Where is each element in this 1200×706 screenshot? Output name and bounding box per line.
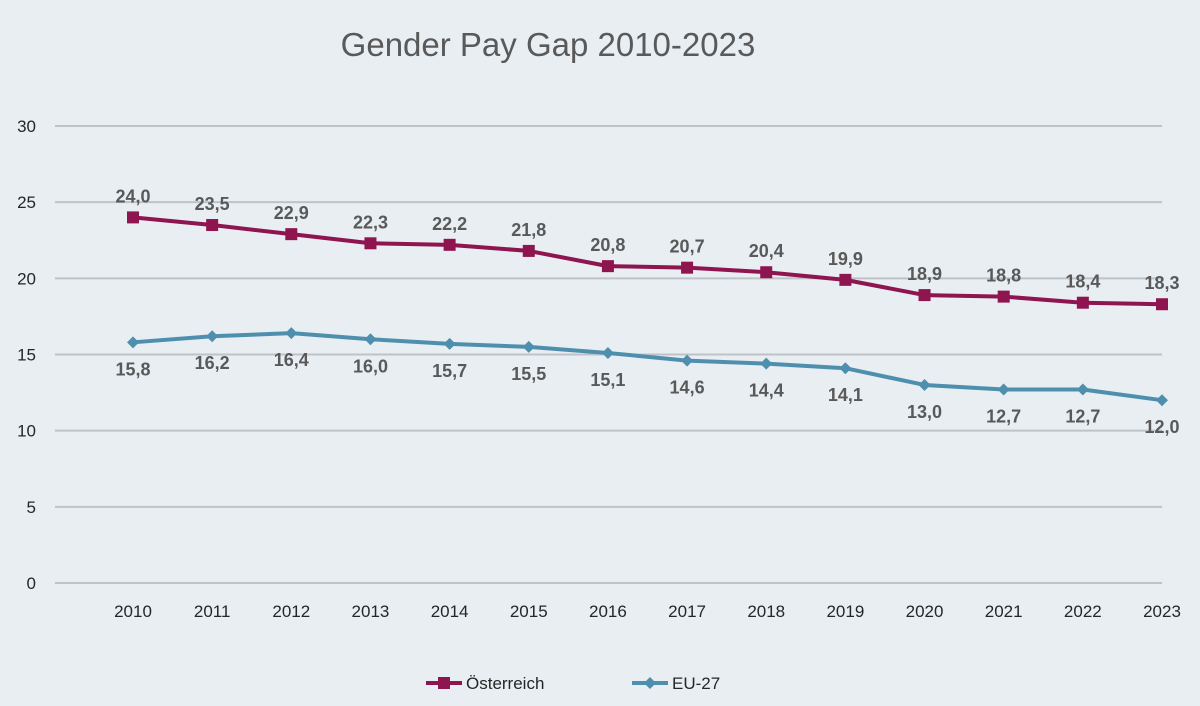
series-oesterreich bbox=[127, 211, 1168, 311]
series-eu27 bbox=[127, 327, 1168, 407]
data-label-eu27: 16,0 bbox=[353, 356, 388, 376]
data-label-oesterreich: 24,0 bbox=[115, 186, 150, 206]
data-point-oesterreich bbox=[839, 273, 852, 286]
x-axis-tick-labels: 2010 2011 2012 2013 2014 2015 2016 2017 2018 2019… bbox=[114, 602, 1181, 621]
data-point-oesterreich bbox=[522, 244, 535, 257]
data-label-eu27: 15,1 bbox=[590, 370, 625, 390]
y-tick-label: 10 bbox=[17, 422, 36, 441]
x-tick-label: 2011 bbox=[194, 602, 231, 621]
y-tick-label: 20 bbox=[17, 269, 36, 288]
data-point-oesterreich bbox=[1076, 296, 1089, 309]
y-tick-label: 25 bbox=[17, 193, 36, 212]
data-label-eu27: 12,0 bbox=[1144, 417, 1179, 437]
legend: Österreich EU-27 bbox=[426, 674, 720, 693]
x-tick-label: 2017 bbox=[668, 602, 706, 621]
data-point-oesterreich bbox=[127, 211, 139, 224]
data-label-eu27: 12,7 bbox=[986, 407, 1021, 427]
data-label-oesterreich: 18,8 bbox=[986, 266, 1021, 286]
data-point-eu27 bbox=[443, 337, 456, 350]
data-point-eu27 bbox=[1156, 394, 1168, 407]
data-point-oesterreich bbox=[443, 238, 456, 251]
data-label-oesterreich: 20,8 bbox=[590, 235, 625, 255]
data-point-oesterreich bbox=[285, 228, 298, 241]
x-tick-label: 2010 bbox=[114, 602, 152, 621]
gridlines bbox=[55, 125, 1162, 584]
y-tick-label: 30 bbox=[17, 117, 36, 136]
series-lines bbox=[127, 211, 1168, 407]
data-label-eu27: 16,4 bbox=[274, 350, 309, 370]
data-point-eu27 bbox=[127, 336, 139, 349]
legend-label-eu27: EU-27 bbox=[672, 674, 720, 693]
data-label-oesterreich: 18,4 bbox=[1065, 272, 1100, 292]
x-tick-label: 2016 bbox=[589, 602, 627, 621]
data-label-oesterreich: 19,9 bbox=[828, 249, 863, 269]
y-tick-label: 0 bbox=[27, 574, 36, 593]
data-point-oesterreich bbox=[760, 266, 773, 279]
y-tick-label: 15 bbox=[17, 346, 36, 365]
data-labels: 24,0 23,5 22,9 22,3 22,2 21,8 20,8 20,7 20,4 19,9… bbox=[115, 186, 1179, 437]
data-point-eu27 bbox=[681, 354, 694, 367]
data-point-eu27 bbox=[601, 346, 614, 359]
data-label-oesterreich: 20,4 bbox=[749, 241, 784, 261]
chart-title: Gender Pay Gap 2010-2023 bbox=[341, 26, 756, 63]
legend-item-oesterreich: Österreich bbox=[426, 674, 544, 693]
data-point-eu27 bbox=[760, 357, 773, 370]
data-label-eu27: 14,4 bbox=[749, 381, 784, 401]
data-label-oesterreich: 18,9 bbox=[907, 264, 942, 284]
x-tick-label: 2012 bbox=[272, 602, 310, 621]
data-label-eu27: 14,6 bbox=[670, 378, 705, 398]
x-tick-label: 2014 bbox=[431, 602, 469, 621]
legend-marker-eu27 bbox=[644, 677, 656, 689]
x-tick-label: 2021 bbox=[985, 602, 1023, 621]
x-tick-label: 2015 bbox=[510, 602, 548, 621]
y-tick-label: 5 bbox=[27, 498, 36, 517]
data-label-eu27: 16,2 bbox=[195, 353, 230, 373]
data-label-oesterreich: 20,7 bbox=[670, 237, 705, 257]
x-tick-label: 2018 bbox=[747, 602, 785, 621]
series-line-oesterreich bbox=[131, 215, 1164, 307]
data-point-oesterreich bbox=[997, 290, 1010, 303]
data-label-oesterreich: 23,5 bbox=[195, 194, 230, 214]
data-point-oesterreich bbox=[918, 289, 931, 302]
data-label-oesterreich: 22,3 bbox=[353, 212, 388, 232]
data-point-eu27 bbox=[918, 378, 931, 391]
data-label-eu27: 15,5 bbox=[511, 364, 546, 384]
data-label-oesterreich: 18,3 bbox=[1144, 273, 1179, 293]
data-label-eu27: 12,7 bbox=[1065, 407, 1100, 427]
data-point-oesterreich bbox=[206, 219, 219, 232]
data-point-oesterreich bbox=[364, 237, 377, 250]
data-label-oesterreich: 22,9 bbox=[274, 203, 309, 223]
data-point-eu27 bbox=[1076, 383, 1089, 396]
series-line-eu27 bbox=[131, 331, 1164, 403]
data-label-eu27: 15,7 bbox=[432, 361, 467, 381]
data-label-oesterreich: 21,8 bbox=[511, 220, 546, 240]
data-point-oesterreich bbox=[1156, 298, 1168, 311]
data-point-eu27 bbox=[839, 362, 852, 375]
data-point-eu27 bbox=[364, 333, 377, 346]
x-tick-label: 2013 bbox=[352, 602, 390, 621]
x-tick-label: 2022 bbox=[1064, 602, 1102, 621]
data-point-eu27 bbox=[285, 327, 298, 340]
data-label-eu27: 15,8 bbox=[115, 359, 150, 379]
y-axis-tick-labels: 0 5 10 15 20 25 30 bbox=[17, 117, 36, 593]
x-tick-label: 2020 bbox=[906, 602, 944, 621]
x-tick-label: 2019 bbox=[826, 602, 864, 621]
data-label-eu27: 13,0 bbox=[907, 402, 942, 422]
legend-label-oesterreich: Österreich bbox=[466, 674, 544, 693]
data-point-eu27 bbox=[206, 330, 219, 343]
data-point-eu27 bbox=[997, 383, 1010, 396]
data-point-oesterreich bbox=[601, 260, 614, 273]
data-point-eu27 bbox=[522, 340, 535, 353]
data-label-eu27: 14,1 bbox=[828, 385, 863, 405]
x-tick-label: 2023 bbox=[1143, 602, 1181, 621]
legend-marker-oesterreich bbox=[438, 677, 450, 689]
legend-item-eu27: EU-27 bbox=[632, 674, 720, 693]
data-label-oesterreich: 22,2 bbox=[432, 214, 467, 234]
data-point-oesterreich bbox=[681, 261, 694, 274]
